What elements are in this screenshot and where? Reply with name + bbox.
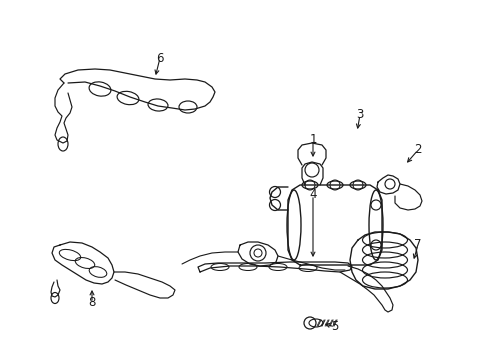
Text: 7: 7 bbox=[413, 238, 421, 252]
Text: 2: 2 bbox=[413, 144, 421, 157]
Text: 5: 5 bbox=[331, 320, 338, 333]
Text: 3: 3 bbox=[356, 108, 363, 121]
Text: 1: 1 bbox=[308, 134, 316, 147]
Text: 6: 6 bbox=[156, 51, 163, 64]
Text: 4: 4 bbox=[308, 189, 316, 202]
Text: 8: 8 bbox=[88, 297, 96, 310]
